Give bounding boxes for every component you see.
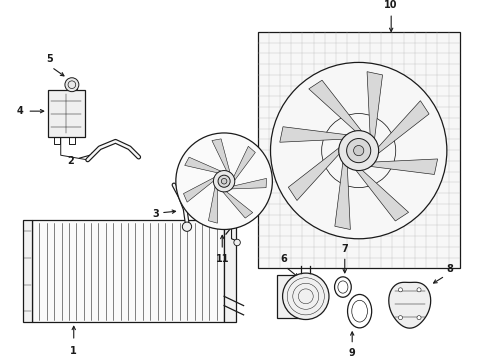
Text: 10: 10 [385, 0, 398, 10]
Text: 7: 7 [342, 244, 348, 254]
Polygon shape [309, 80, 362, 131]
Text: 9: 9 [349, 348, 356, 358]
Text: 4: 4 [17, 106, 24, 116]
Text: 1: 1 [71, 346, 77, 356]
Circle shape [283, 273, 329, 320]
Circle shape [417, 316, 421, 320]
Circle shape [417, 288, 421, 292]
Circle shape [218, 175, 230, 187]
Bar [23, 220, 32, 322]
Circle shape [214, 171, 235, 192]
Polygon shape [234, 146, 255, 181]
Polygon shape [231, 179, 267, 189]
Circle shape [354, 145, 364, 156]
Polygon shape [280, 127, 347, 142]
Polygon shape [378, 101, 429, 154]
Circle shape [234, 239, 241, 246]
Polygon shape [183, 177, 215, 202]
Circle shape [398, 316, 402, 320]
Circle shape [339, 131, 379, 171]
Text: 6: 6 [280, 254, 287, 264]
Polygon shape [389, 282, 431, 328]
Polygon shape [356, 170, 409, 221]
Polygon shape [288, 148, 340, 201]
Bar [32, 220, 224, 322]
Circle shape [182, 222, 192, 231]
Circle shape [270, 62, 447, 239]
Polygon shape [208, 186, 218, 223]
Text: 8: 8 [447, 264, 454, 274]
Polygon shape [370, 159, 438, 175]
Polygon shape [212, 139, 230, 173]
Circle shape [221, 179, 227, 184]
Polygon shape [222, 191, 253, 218]
Bar [258, 32, 460, 269]
Polygon shape [185, 157, 221, 173]
Bar [224, 220, 236, 322]
Text: 5: 5 [46, 54, 53, 64]
Circle shape [346, 139, 371, 163]
Circle shape [65, 78, 79, 92]
Bar [48, 90, 85, 137]
Polygon shape [367, 72, 383, 139]
Text: 2: 2 [67, 156, 74, 166]
Polygon shape [335, 162, 350, 230]
Bar [67, 85, 77, 90]
Text: 3: 3 [152, 209, 159, 219]
Circle shape [176, 133, 272, 229]
Bar [277, 275, 310, 318]
Text: 11: 11 [216, 254, 229, 264]
Circle shape [398, 288, 402, 292]
